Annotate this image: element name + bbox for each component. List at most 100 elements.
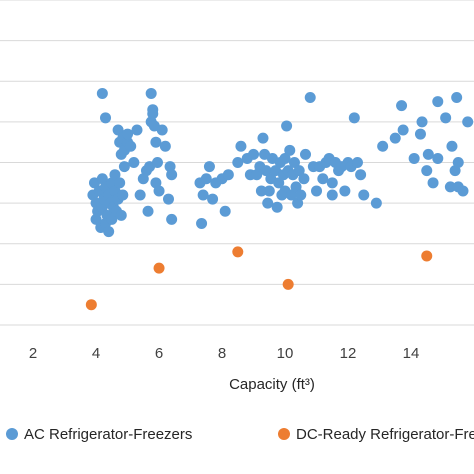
data-point	[282, 278, 294, 290]
x-tick-label: 14	[403, 345, 420, 362]
data-point	[339, 185, 351, 197]
data-point	[446, 140, 458, 152]
data-point	[396, 100, 408, 112]
data-point	[397, 124, 409, 136]
series-dc	[85, 246, 433, 311]
data-point	[255, 185, 267, 197]
data-point	[118, 161, 130, 173]
data-point	[452, 157, 464, 168]
data-point	[96, 87, 108, 99]
data-point	[166, 169, 178, 181]
data-point	[197, 189, 209, 201]
data-point	[115, 209, 127, 221]
data-point	[311, 185, 323, 197]
data-point	[421, 250, 433, 262]
data-point	[351, 157, 363, 168]
data-point	[106, 213, 118, 225]
data-point	[145, 87, 157, 99]
data-point	[462, 116, 474, 128]
data-point	[222, 169, 234, 181]
data-point	[142, 205, 154, 217]
data-point	[358, 189, 370, 201]
legend-marker-dc	[278, 428, 290, 440]
legend: AC Refrigerator-Freezers DC-Ready Refrig…	[6, 426, 474, 443]
data-point	[279, 152, 291, 164]
data-point	[203, 161, 215, 173]
x-tick-label: 8	[218, 345, 226, 362]
data-point	[377, 140, 389, 152]
data-point	[125, 140, 137, 152]
data-point	[281, 120, 293, 132]
data-point	[326, 189, 338, 201]
data-point	[232, 246, 244, 258]
data-point	[235, 140, 247, 152]
legend-label-dc: DC-Ready Refrigerator-Freezers	[296, 426, 474, 443]
data-point	[114, 177, 126, 189]
data-point	[451, 92, 463, 103]
data-point	[427, 177, 439, 189]
data-point	[414, 128, 426, 140]
series-ac	[87, 87, 474, 238]
data-point	[162, 193, 174, 205]
legend-marker-ac	[6, 428, 18, 440]
x-tick-label: 12	[340, 345, 357, 362]
x-tick-label: 6	[155, 345, 163, 362]
data-point	[416, 116, 428, 128]
legend-label-ac: AC Refrigerator-Freezers	[24, 426, 192, 443]
data-point	[300, 148, 312, 160]
data-point	[355, 169, 367, 181]
data-point	[131, 124, 143, 136]
data-point	[348, 112, 360, 124]
data-point	[408, 152, 420, 164]
data-point	[150, 136, 162, 148]
data-point	[457, 185, 469, 197]
data-point	[293, 165, 305, 177]
data-point	[317, 173, 329, 185]
data-point	[262, 197, 274, 209]
data-point	[248, 148, 260, 160]
data-points	[85, 87, 474, 311]
x-tick-label: 10	[277, 345, 294, 362]
data-point	[263, 185, 275, 197]
data-point	[440, 112, 452, 124]
data-point	[285, 189, 297, 201]
data-point	[257, 132, 269, 144]
data-point	[153, 262, 165, 274]
data-point	[128, 157, 140, 168]
data-point	[200, 173, 212, 185]
data-point	[207, 193, 219, 205]
data-point	[295, 189, 307, 201]
data-point	[103, 226, 115, 238]
data-point	[166, 213, 178, 225]
data-point	[284, 144, 296, 156]
data-point	[370, 197, 382, 209]
data-point	[159, 140, 171, 152]
data-point	[164, 161, 176, 173]
data-point	[153, 185, 165, 197]
data-point	[298, 173, 310, 185]
data-point	[109, 169, 121, 181]
data-point	[326, 177, 338, 189]
data-point	[134, 189, 146, 201]
data-point	[85, 299, 97, 311]
data-point	[151, 157, 163, 168]
data-point	[112, 124, 124, 136]
x-axis-tick-labels: 2 4 6 8 10 12 14	[29, 345, 419, 362]
data-point	[90, 213, 102, 225]
data-point	[271, 201, 283, 213]
x-tick-label: 4	[92, 345, 100, 362]
data-point	[422, 148, 434, 160]
data-point	[260, 165, 272, 177]
data-point	[432, 152, 444, 164]
data-point	[432, 96, 444, 108]
data-point	[100, 112, 112, 124]
data-point	[196, 217, 208, 229]
data-point	[156, 124, 168, 136]
data-point	[117, 189, 129, 201]
data-point	[304, 92, 316, 103]
data-point	[273, 177, 285, 189]
data-point	[219, 205, 231, 217]
data-point	[389, 132, 401, 144]
x-axis-title: Capacity (ft³)	[229, 376, 315, 393]
